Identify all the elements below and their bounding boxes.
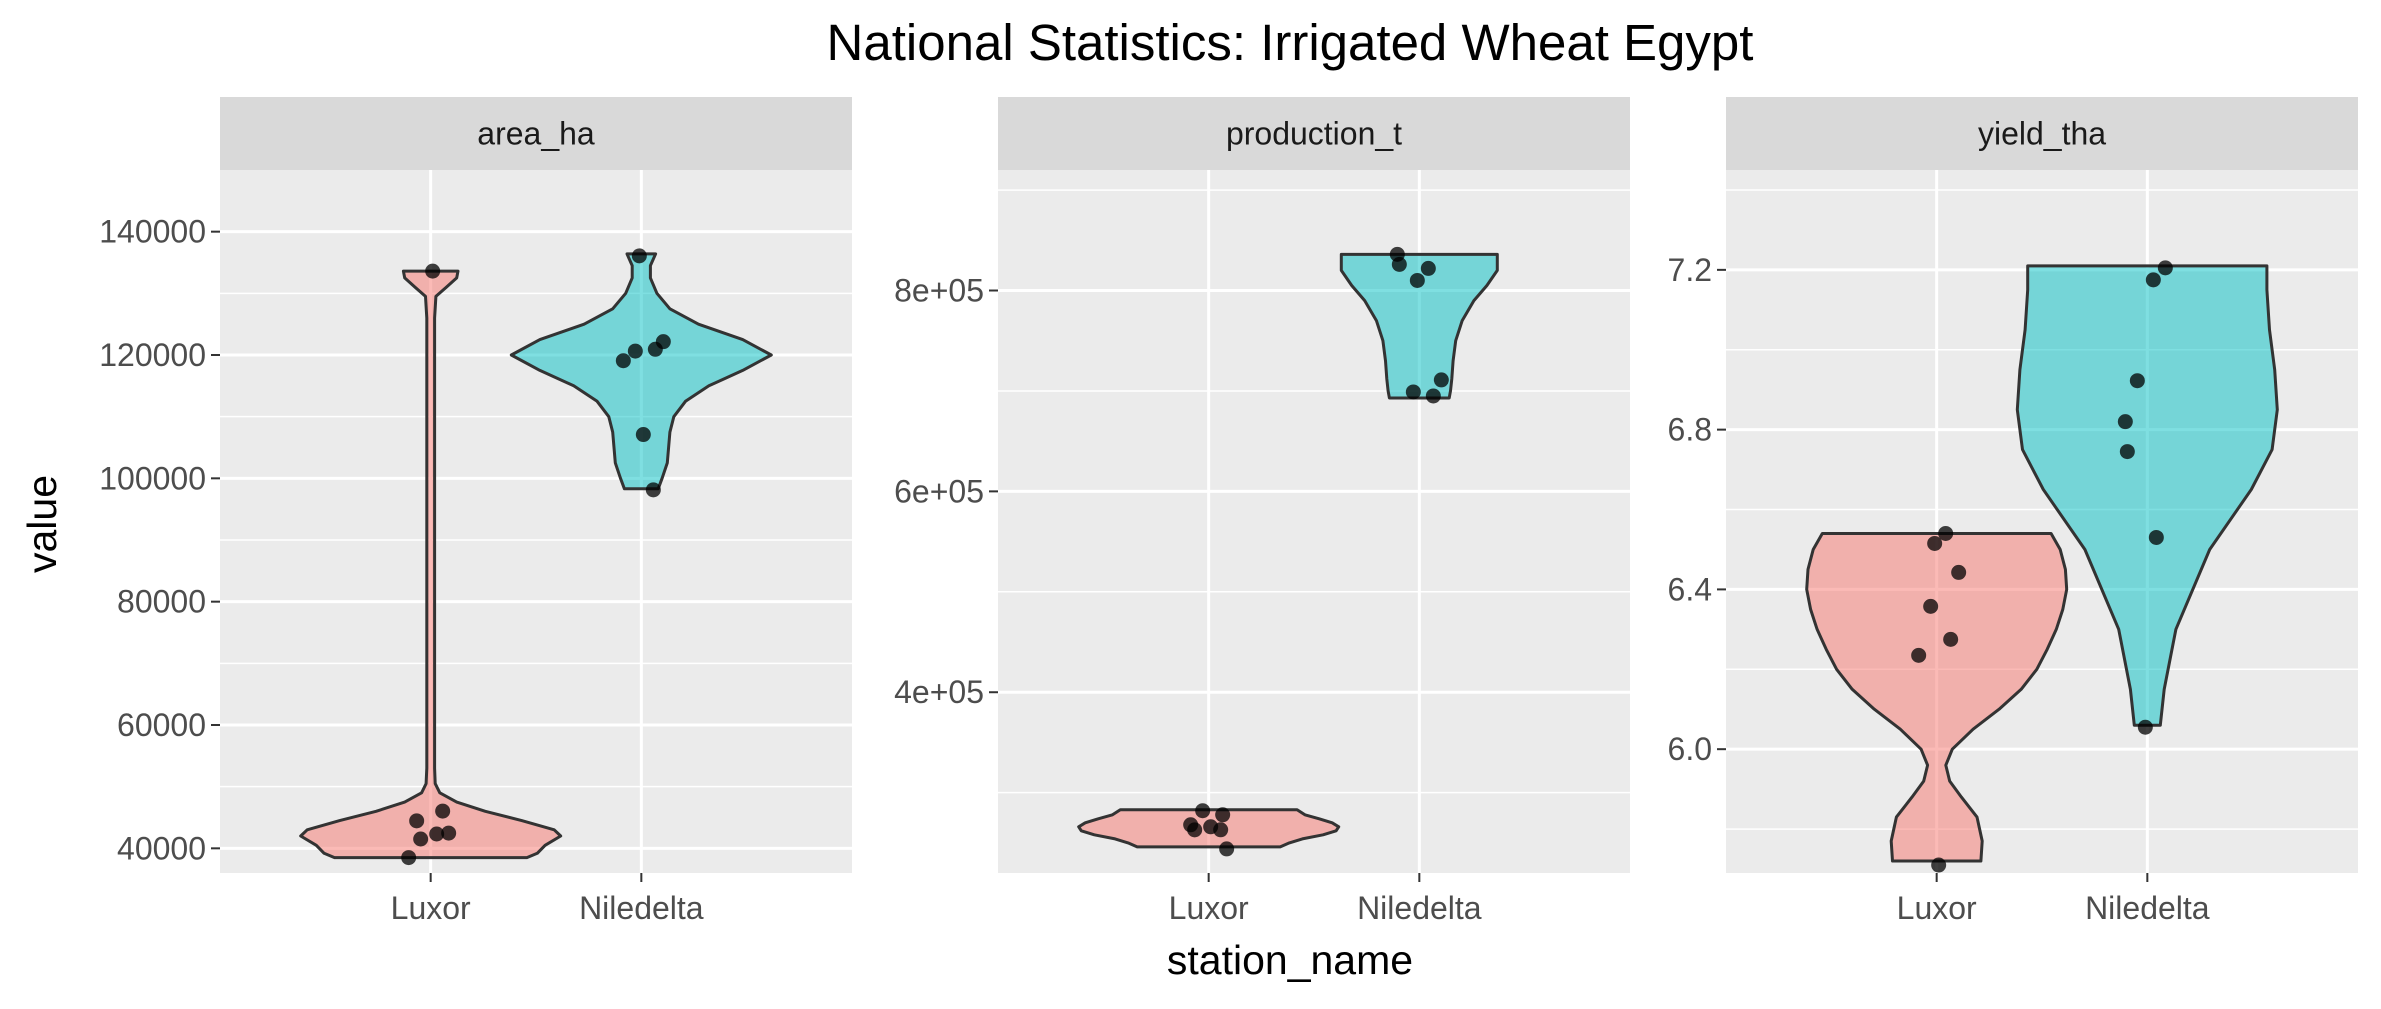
y-tick-label: 6.4 <box>1668 571 1712 607</box>
y-tick-label: 120000 <box>99 337 206 373</box>
data-point <box>635 427 651 443</box>
data-point <box>645 482 661 498</box>
data-point <box>2137 719 2153 735</box>
facet-panel-yield_tha: yield_tha 6.0 6.4 6.8 7.2 Luxor Niledelta <box>1668 97 2358 926</box>
data-point <box>1405 384 1421 400</box>
data-point <box>1425 388 1441 404</box>
x-axis-title: station_name <box>1167 937 1413 983</box>
y-tick-label: 60000 <box>117 707 206 743</box>
data-point <box>2157 260 2173 276</box>
data-point <box>2145 272 2161 288</box>
data-point <box>1215 807 1231 823</box>
data-point <box>631 248 647 264</box>
data-point <box>1433 372 1449 388</box>
data-point <box>1409 272 1425 288</box>
x-tick-label: Luxor <box>391 890 471 926</box>
chart-title: National Statistics: Irrigated Wheat Egy… <box>827 14 1754 71</box>
data-point <box>1389 246 1405 262</box>
facet-strip-label: yield_tha <box>1978 116 2106 152</box>
violin-luxor <box>299 269 563 860</box>
data-point <box>1183 817 1199 833</box>
facet-strip <box>1726 97 2358 170</box>
data-point <box>1923 598 1939 614</box>
y-tick-label: 7.2 <box>1668 252 1712 288</box>
facet-panel-production_t: production_t 4e+05 6e+05 8e+05 Luxor Niledelt… <box>894 97 1630 926</box>
facet-strip <box>998 97 1630 170</box>
data-point <box>2129 373 2145 389</box>
x-tick-label: Niledelta <box>579 890 704 926</box>
y-tick-label: 40000 <box>117 830 206 866</box>
data-point <box>401 850 417 866</box>
violin-niledelta <box>1339 252 1499 400</box>
data-point <box>429 826 445 842</box>
facet-panel-area_ha: area_ha 40000 60000 80000 100000 120000 140000… <box>99 97 852 926</box>
data-point <box>1911 647 1927 663</box>
facet-strip <box>220 97 852 170</box>
y-tick-label: 6.8 <box>1668 412 1712 448</box>
data-point <box>1203 819 1219 835</box>
x-tick-label: Luxor <box>1897 890 1977 926</box>
panel-background <box>998 170 1630 873</box>
data-point <box>1195 803 1211 819</box>
data-point <box>425 263 441 279</box>
data-point <box>435 803 451 819</box>
data-point <box>2119 444 2135 460</box>
data-point <box>615 353 631 369</box>
data-point <box>1927 535 1943 551</box>
y-tick-label: 6.0 <box>1668 731 1712 767</box>
facet-strip-label: area_ha <box>477 116 595 152</box>
y-tick-label: 4e+05 <box>894 674 984 710</box>
data-point <box>2148 529 2164 545</box>
x-tick-label: Niledelta <box>1357 890 1482 926</box>
facet-panels: area_ha 40000 60000 80000 100000 120000 140000… <box>99 97 2358 926</box>
data-point <box>413 831 429 847</box>
data-point <box>1938 525 1954 541</box>
data-point <box>1219 841 1235 857</box>
y-tick-label: 100000 <box>99 460 206 496</box>
y-tick-label: 80000 <box>117 584 206 620</box>
y-tick-label: 6e+05 <box>894 473 984 509</box>
violin-niledelta <box>509 252 773 491</box>
x-tick-label: Niledelta <box>2085 890 2210 926</box>
facet-strip-label: production_t <box>1226 116 1402 152</box>
data-point <box>409 813 425 829</box>
y-axis-title: value <box>19 475 65 573</box>
y-tick-label: 140000 <box>99 214 206 250</box>
data-point <box>1943 631 1959 647</box>
violin-luxor <box>1805 532 2069 863</box>
data-point <box>2117 414 2133 430</box>
y-tick-label: 8e+05 <box>894 273 984 309</box>
data-point <box>627 343 643 359</box>
data-point <box>1931 857 1947 873</box>
x-tick-label: Luxor <box>1169 890 1249 926</box>
violin-niledelta <box>2015 264 2279 727</box>
data-point <box>655 334 671 350</box>
data-point <box>441 825 457 841</box>
panel-background <box>220 170 852 873</box>
data-point <box>1951 564 1967 580</box>
data-point <box>1420 260 1436 276</box>
